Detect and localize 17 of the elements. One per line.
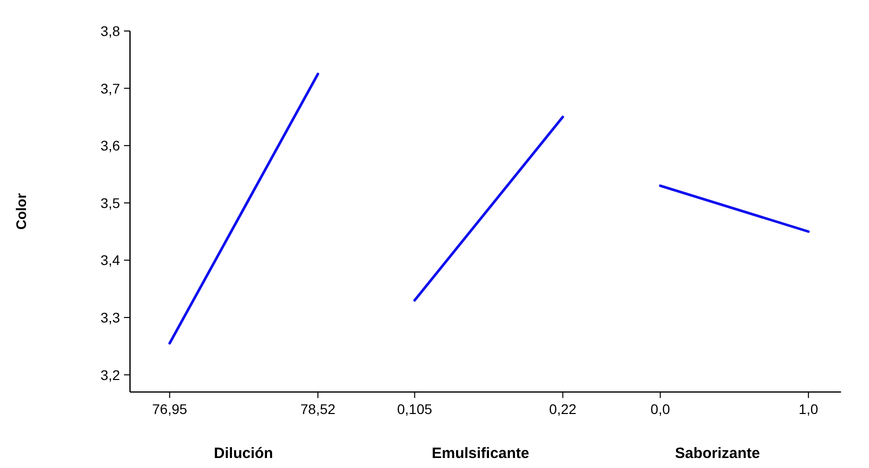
y-tick-label: 3,6 <box>100 138 120 154</box>
x-tick-label: 0,22 <box>549 401 577 417</box>
x-axis-title: Emulsificante <box>432 445 530 462</box>
x-axis-title: Dilución <box>214 445 274 462</box>
y-tick-label: 3,8 <box>100 23 120 39</box>
x-axis-title: Saborizante <box>674 445 760 462</box>
x-tick-label: 78,52 <box>300 401 336 417</box>
x-tick-label: 0,105 <box>397 401 432 417</box>
y-tick-label: 3,4 <box>100 252 120 268</box>
y-tick-label: 3,7 <box>100 80 120 96</box>
y-tick-label: 3,5 <box>100 194 120 211</box>
x-tick-label: 76,95 <box>152 401 188 417</box>
x-tick-label: 0,0 <box>650 401 670 417</box>
y-tick-label: 3,2 <box>100 366 120 383</box>
y-tick-label: 3,3 <box>100 310 120 326</box>
y-axis-title: Color <box>13 192 29 230</box>
x-tick-label: 1,0 <box>798 401 818 417</box>
